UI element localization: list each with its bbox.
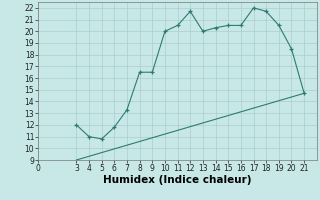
X-axis label: Humidex (Indice chaleur): Humidex (Indice chaleur) xyxy=(103,175,252,185)
